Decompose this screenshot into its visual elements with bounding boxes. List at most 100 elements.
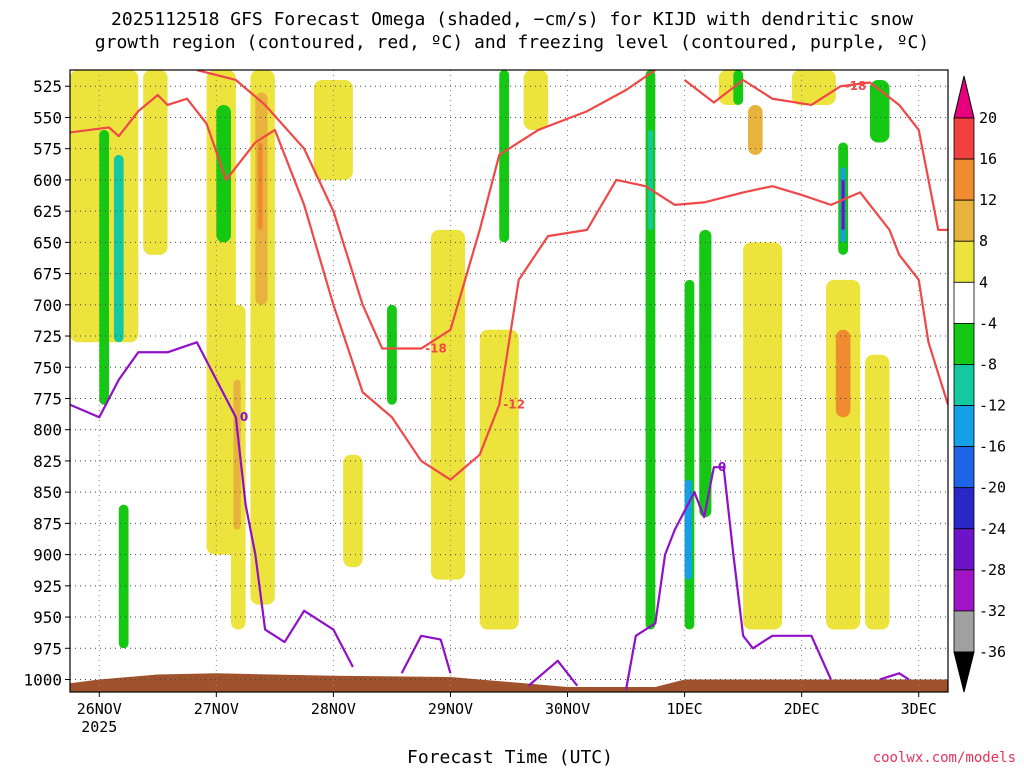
colorbar-segment-10 [953, 528, 975, 571]
colorbar-label-11: -28 [979, 561, 1006, 579]
y-tick-label-750: 750 [33, 358, 62, 377]
y-tick-label-675: 675 [33, 265, 62, 284]
y-tick-label-875: 875 [33, 514, 62, 533]
omega-shading-12 [313, 79, 353, 180]
colorbar-top-arrow [953, 75, 975, 119]
colorbar-segment-3 [953, 240, 975, 283]
chart-title-line-1: 2025112518 GFS Forecast Omega (shaded, −… [111, 9, 913, 30]
y-tick-label-900: 900 [33, 546, 62, 565]
red-contour-0 [70, 93, 948, 481]
purple-contour-0 [70, 341, 354, 668]
omega-shading-3 [118, 504, 129, 649]
purple-contour-2 [527, 659, 579, 687]
colorbar-segment-9 [953, 487, 975, 530]
colorbar-segment-11 [953, 569, 975, 612]
red-contour-label-0: -12 [503, 398, 525, 412]
colorbar-label-6: -8 [979, 355, 997, 373]
colorbar-label-9: -20 [979, 479, 1006, 497]
y-tick-label-975: 975 [33, 639, 62, 658]
credit-text: coolwx.com/models [873, 750, 1016, 766]
red-contour-label-1: -18 [425, 342, 447, 356]
plot-inner: -12 -18 -18 0 0 [70, 70, 948, 692]
y-tick-label-850: 850 [33, 483, 62, 502]
colorbar-segment-12 [953, 610, 975, 653]
x-axis-label: Forecast Time (UTC) [407, 747, 613, 768]
y-tick-label-1000: 1000 [23, 671, 62, 690]
colorbar-label-0: 20 [979, 109, 997, 127]
colorbar-segment-4 [953, 281, 975, 324]
purple-contour-label-3: 0 [718, 460, 726, 474]
colorbar-segment-2 [953, 199, 975, 242]
colorbar-segment-8 [953, 446, 975, 489]
colorbar-label-13: -36 [979, 643, 1006, 661]
x-tick-label-7: 3DEC [901, 700, 937, 718]
y-tick-label-575: 575 [33, 140, 62, 159]
red-contour-label-2: -18 [845, 79, 867, 93]
y-tick-label-600: 600 [33, 171, 62, 190]
omega-shading-17 [499, 70, 509, 243]
x-tick-sublabel-0: 2025 [81, 718, 117, 736]
colorbar-label-2: 12 [979, 191, 997, 209]
plot-area: -12 -18 -18 0 0 [70, 70, 948, 692]
colorbar-label-3: 8 [979, 232, 988, 250]
omega-shading-2 [113, 154, 124, 343]
y-tick-label-725: 725 [33, 327, 62, 346]
colorbar-segment-1 [953, 158, 975, 201]
y-tick-label-650: 650 [33, 233, 62, 252]
omega-shading-23 [699, 229, 712, 518]
y-tick-label-825: 825 [33, 452, 62, 471]
colorbar: 20 16 12 8 4 -4 -8 -12 -16 -20 -24 -28 -32 -36 [953, 75, 1006, 693]
colorbar-label-12: -32 [979, 602, 1006, 620]
red-contour-2 [683, 78, 948, 231]
colorbar-label-10: -24 [979, 520, 1006, 538]
plot-frame [69, 69, 949, 693]
omega-shading-13 [343, 454, 363, 568]
colorbar-segment-5 [953, 322, 975, 365]
purple-contour-1 [400, 634, 452, 674]
x-tick-label-0: 26NOV [77, 700, 122, 718]
omega-shading-18 [523, 70, 549, 130]
y-tick-label-950: 950 [33, 608, 62, 627]
colorbar-label-4: 4 [979, 273, 988, 291]
omega-shading-28 [791, 70, 836, 105]
omega-shading-25 [733, 70, 744, 105]
y-tick-label-550: 550 [33, 108, 62, 127]
omega-shading-22 [684, 479, 692, 580]
red-contour-1 [196, 70, 656, 350]
purple-contour-3 [624, 466, 832, 690]
terrain-fill [70, 673, 948, 692]
x-tick-label-5: 1DEC [667, 700, 703, 718]
colorbar-label-7: -12 [979, 397, 1006, 415]
omega-shading-14 [387, 304, 397, 405]
omega-shading-11 [257, 142, 263, 230]
y-tick-label-800: 800 [33, 421, 62, 440]
omega-shading-4 [143, 70, 168, 255]
y-tick-label-625: 625 [33, 202, 62, 221]
omega-shading-29 [826, 279, 861, 630]
x-tick-label-1: 27NOV [194, 700, 239, 718]
x-tick-label-2: 28NOV [311, 700, 356, 718]
axes: 525 550 575 600 625 650 675 700 725 750 775 800 825 8… [23, 69, 949, 736]
x-tick-label-6: 2DEC [784, 700, 820, 718]
omega-shading-1 [99, 129, 110, 405]
omega-shading-34 [869, 79, 890, 143]
x-tick-label-3: 29NOV [428, 700, 473, 718]
colorbar-segment-0 [953, 117, 975, 160]
y-tick-label-525: 525 [33, 77, 62, 96]
chart-title-line-2: growth region (contoured, red, ºC) and f… [95, 32, 929, 53]
y-tick-label-775: 775 [33, 389, 62, 408]
colorbar-bottom-arrow [953, 651, 975, 693]
omega-shading-16 [479, 329, 519, 630]
x-tick-label-4: 30NOV [545, 700, 590, 718]
colorbar-label-5: -4 [979, 314, 997, 332]
omega-shading-15 [430, 229, 466, 580]
colorbar-label-8: -16 [979, 438, 1006, 456]
purple-contour-4 [879, 672, 910, 681]
omega-shading-30 [835, 329, 851, 418]
omega-shading-35 [865, 354, 890, 630]
omega-shading-27 [748, 104, 763, 155]
y-tick-label-700: 700 [33, 296, 62, 315]
omega-shading-26 [743, 242, 783, 630]
colorbar-segment-6 [953, 364, 975, 406]
